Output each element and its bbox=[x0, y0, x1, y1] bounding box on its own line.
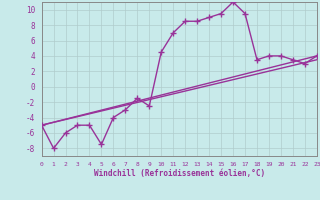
X-axis label: Windchill (Refroidissement éolien,°C): Windchill (Refroidissement éolien,°C) bbox=[94, 169, 265, 178]
